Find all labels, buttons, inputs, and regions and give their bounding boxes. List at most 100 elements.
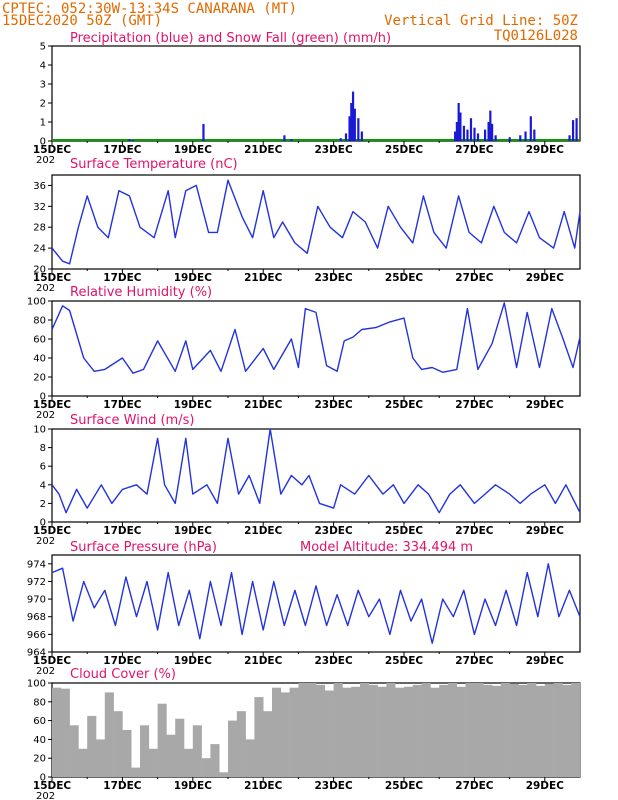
cloud-bar: [148, 748, 158, 777]
x-tick-label: 25DEC: [385, 655, 424, 667]
precip-bar: [476, 133, 480, 141]
cloud-bar: [518, 684, 528, 777]
cloud-bar: [430, 687, 440, 777]
precip-bar: [353, 108, 356, 141]
precip-bar: [508, 137, 511, 141]
cloud-bar: [404, 686, 414, 777]
y-tick-label: 80: [33, 316, 46, 327]
y-tick-label: 100: [27, 297, 46, 308]
x-year-fragment: 202: [36, 666, 55, 677]
header-code: TQ0126L028: [494, 28, 578, 44]
cloud-bar: [96, 739, 106, 777]
x-tick-label: 21DEC: [244, 780, 283, 792]
precip-bar: [350, 103, 353, 141]
x-year-fragment: 202: [36, 283, 55, 294]
header-datetime: 15DEC2020 50Z (GMT): [2, 13, 162, 29]
y-tick-label: 24: [33, 244, 46, 255]
cloud-bar: [201, 758, 211, 777]
cloud-bar: [184, 748, 194, 777]
cloud-bar: [536, 685, 546, 777]
cloud-bar: [492, 685, 502, 777]
cloud-bar: [87, 715, 97, 777]
x-tick-label: 15DEC: [33, 144, 72, 156]
x-tick-label: 23DEC: [314, 655, 353, 667]
precip-bar: [533, 129, 536, 141]
precip-bar: [348, 116, 351, 141]
x-tick-label: 25DEC: [385, 399, 424, 411]
precip-bar: [202, 123, 205, 141]
cloud-bar: [395, 687, 405, 777]
precip-bar: [469, 118, 473, 141]
x-tick-label: 17DEC: [103, 780, 142, 792]
x-tick-label: 21DEC: [244, 144, 283, 156]
y-tick-label: 974: [27, 559, 46, 570]
y-tick-label: 3: [40, 80, 46, 91]
y-tick-label: 60: [33, 335, 46, 346]
y-tick-label: 5: [40, 42, 46, 53]
y-tick-label: 20: [33, 754, 46, 765]
precip-bar: [131, 140, 135, 141]
x-year-fragment: 202: [36, 536, 55, 547]
y-tick-label: 0: [40, 137, 46, 148]
x-tick-label: 29DEC: [526, 525, 565, 537]
y-tick-label: 1: [40, 118, 46, 129]
x-tick-label: 19DEC: [174, 780, 213, 792]
x-tick-label: 15DEC: [33, 780, 72, 792]
x-tick-label: 25DEC: [385, 272, 424, 284]
panel-pressure: Surface Pressure (hPa) Model Altitude: 33…: [27, 540, 581, 677]
x-tick-label: 27DEC: [455, 272, 494, 284]
x-tick-label: 21DEC: [244, 399, 283, 411]
precip-bar: [357, 118, 360, 141]
cloud-bar: [474, 683, 484, 777]
panel-title: Surface Temperature (nC): [70, 157, 238, 172]
cloud-bar: [140, 725, 150, 777]
y-tick-label: 0: [40, 518, 46, 529]
x-tick-label: 29DEC: [526, 272, 565, 284]
cloud-bar: [465, 683, 475, 777]
y-tick-label: 0: [40, 773, 46, 784]
precip-bar: [344, 133, 348, 141]
precip-bar: [290, 139, 293, 141]
x-tick-label: 25DEC: [385, 144, 424, 156]
panels: Precipitation (blue) and Snow Fall (gree…: [27, 31, 581, 800]
panel-title: Relative Humidity (%): [70, 285, 212, 300]
x-tick-label: 23DEC: [314, 144, 353, 156]
x-tick-label: 15DEC: [33, 399, 72, 411]
y-tick-label: 8: [40, 443, 46, 454]
plot-frame: [51, 174, 581, 270]
cloud-bar: [263, 711, 273, 777]
precip-bar: [466, 129, 469, 141]
cloud-bar: [228, 720, 238, 777]
y-tick-label: 20: [33, 265, 46, 276]
precip-bar: [489, 110, 492, 141]
x-tick-label: 19DEC: [174, 144, 213, 156]
x-tick-label: 27DEC: [455, 525, 494, 537]
x-tick-label: 17DEC: [103, 144, 142, 156]
cloud-bar: [113, 711, 123, 777]
precip-bar: [571, 120, 575, 141]
cloud-bar: [553, 683, 563, 777]
panel-precip: Precipitation (blue) and Snow Fall (gree…: [33, 31, 581, 166]
cloud-bar: [272, 687, 282, 777]
cloud-bar: [78, 748, 88, 777]
y-tick-label: 20: [33, 373, 46, 384]
panel-title: Surface Pressure (hPa): [70, 540, 217, 555]
plot-frame: [51, 300, 581, 397]
x-tick-label: 15DEC: [33, 272, 72, 284]
cloud-bar: [377, 686, 387, 777]
x-tick-label: 29DEC: [526, 399, 565, 411]
cloud-bar: [245, 739, 255, 777]
precip-bar: [575, 118, 578, 141]
cloud-bar: [571, 683, 581, 777]
x-tick-label: 27DEC: [455, 655, 494, 667]
y-tick-label: 36: [33, 181, 46, 192]
pressure-line: [51, 563, 581, 644]
cloud-bar: [316, 684, 326, 777]
x-tick-label: 27DEC: [455, 780, 494, 792]
humidity-line: [51, 302, 581, 374]
y-tick-label: 60: [33, 716, 46, 727]
y-tick-label: 2: [40, 499, 46, 510]
y-tick-label: 972: [27, 577, 46, 588]
y-tick-label: 10: [33, 425, 46, 436]
